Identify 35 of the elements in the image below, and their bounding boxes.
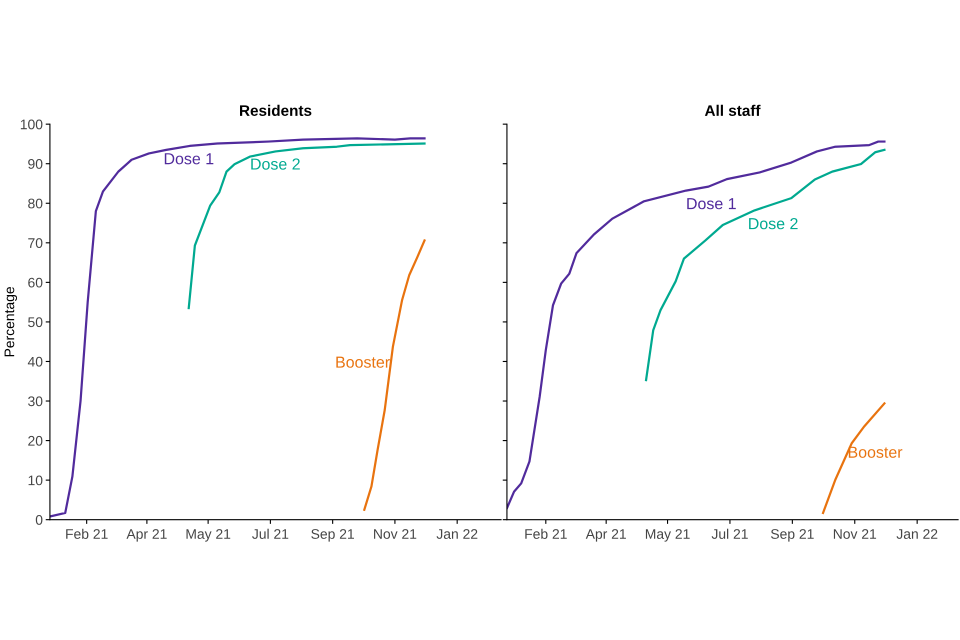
chart-title: All staff	[704, 104, 761, 116]
y-tick-label: 40	[28, 356, 42, 367]
series-label: Dose 1	[687, 198, 736, 210]
y-tick-label: 20	[28, 436, 42, 446]
x-tick-label: May 21	[646, 529, 690, 542]
series-label: Booster	[848, 446, 902, 458]
x-tick-label: Apr 21	[586, 529, 626, 542]
x-tick-label: Sep 21	[770, 529, 814, 542]
x-tick-label: Feb 21	[66, 528, 108, 539]
line-series	[50, 137, 426, 518]
x-tick-label: Sep 21	[311, 529, 354, 542]
x-tick-label: Nov 21	[374, 529, 416, 539]
chart-title: Residents	[240, 104, 312, 116]
x-tick-label: May 21	[186, 529, 230, 542]
x-tick-label: Jul 21	[252, 528, 288, 539]
x-tick-label: Jan 22	[436, 529, 478, 539]
y-tick-label: 60	[28, 278, 42, 288]
series-label: Booster	[336, 356, 390, 368]
x-tick-label: Jul 21	[712, 528, 748, 539]
y-tick-label: 70	[28, 238, 42, 248]
series-label: Dose 2	[251, 158, 300, 170]
y-tick-label: 0	[36, 515, 42, 525]
y-axis-title: Percentage	[4, 287, 18, 356]
y-tick-label: 10	[28, 475, 42, 486]
x-tick-label: Nov 21	[834, 529, 876, 539]
x-tick-label: Jan 22	[896, 529, 938, 539]
y-tick-label: 90	[28, 159, 42, 169]
y-tick-label: 100	[20, 119, 42, 130]
y-tick-label: 50	[28, 317, 42, 328]
series-label: Dose 1	[164, 153, 214, 164]
x-tick-label: Feb 21	[525, 528, 567, 539]
y-tick-label: 80	[28, 198, 42, 208]
series-label: Dose 2	[749, 218, 798, 230]
x-tick-label: Apr 21	[126, 529, 167, 542]
y-tick-label: 30	[28, 396, 42, 406]
